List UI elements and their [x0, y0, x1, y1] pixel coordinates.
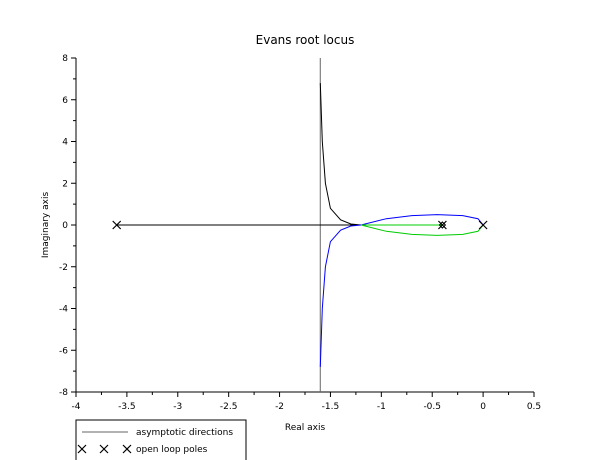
y-tick-label: -2 — [59, 263, 68, 273]
x-tick-label: -3 — [173, 402, 182, 412]
y-tick-label: 2 — [62, 179, 68, 189]
open-loop-zero-marker — [438, 221, 447, 229]
locus-branch-1 — [319, 214, 484, 367]
chart-title: Evans root locus — [256, 33, 355, 47]
y-tick-label: 8 — [62, 54, 68, 64]
y-tick-label: -8 — [59, 388, 68, 398]
x-tick-label: -3.5 — [118, 402, 136, 412]
x-tick-label: -1 — [377, 402, 386, 412]
y-tick-label: 0 — [62, 221, 68, 231]
y-tick-label: -6 — [59, 346, 68, 356]
locus-branch-0 — [116, 83, 362, 226]
y-tick-label: 4 — [62, 138, 68, 148]
y-tick-label: -4 — [59, 305, 68, 315]
x-tick-label: -1.5 — [322, 402, 340, 412]
x-tick-label: -4 — [72, 402, 81, 412]
x-tick-label: -0.5 — [423, 402, 441, 412]
legend-entry-open-loop-poles: open loop poles — [136, 445, 208, 455]
locus-branch-2 — [360, 224, 484, 236]
x-tick-label: 0 — [480, 402, 486, 412]
x-tick-label: -2 — [275, 402, 284, 412]
open-loop-pole-marker — [437, 220, 447, 230]
plot-area — [112, 58, 488, 392]
x-axis: -4 -3.5 -3 -2.5 -2 -1.5 -1 -0.5 0 0.5 — [72, 391, 541, 412]
y-axis: -8 -6 -4 -2 0 2 4 6 8 — [59, 54, 77, 398]
legend-poles-swatch — [77, 444, 132, 454]
open-loop-pole-marker — [112, 220, 122, 230]
open-loop-pole-marker — [478, 220, 488, 230]
y-axis-label: Imaginary axis — [41, 192, 51, 259]
x-tick-label: 0.5 — [527, 402, 541, 412]
legend: asymptotic directions open loop poles — [75, 419, 247, 460]
legend-entry-asymptotic-directions: asymptotic directions — [136, 428, 233, 438]
x-axis-label: Real axis — [285, 423, 326, 433]
x-tick-label: -2.5 — [220, 402, 238, 412]
legend-box — [75, 419, 247, 460]
y-tick-label: 6 — [62, 96, 68, 106]
